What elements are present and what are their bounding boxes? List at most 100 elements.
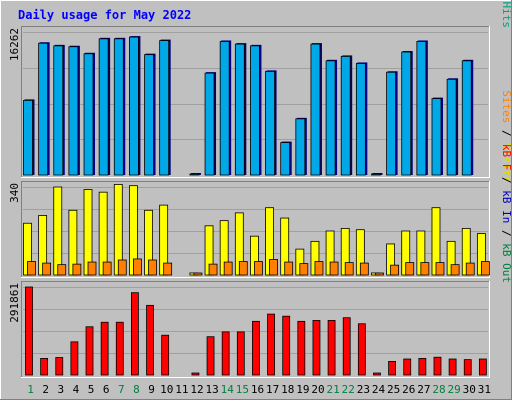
day-label: 30 [463,383,476,396]
day-label: 9 [148,383,155,396]
day-label: 5 [88,383,95,396]
hits-bar [234,43,245,176]
sites-bar [420,262,430,276]
kbytes-bar [297,320,306,376]
sites-bar [314,261,324,276]
kbytes-bar [463,359,472,376]
hits-panel: 16262 Pages / Files / Hits [8,0,512,178]
sites-bar [344,262,354,276]
hits-bar [23,99,33,176]
hits-bar [38,42,49,176]
sites-bar [465,262,475,276]
hits-bar [189,173,200,176]
sites-bar [269,259,278,276]
day-label: 18 [281,383,294,396]
side-legend-item: / [500,170,512,190]
hits-bar [159,40,170,176]
sites-bar [329,261,339,276]
day-label: 28 [432,383,445,396]
side-legend: Pages / Files / Hits [500,0,512,28]
hits-bar [280,142,291,176]
hits-bar [250,45,260,176]
hits-bar [431,98,442,176]
kbytes-bar [221,331,230,376]
kbytes-bar [100,321,109,376]
sites-bar [163,262,173,276]
sites-bar [117,259,127,276]
sites-bar [193,272,203,276]
day-label: 27 [417,383,430,396]
sites-bar [208,263,218,276]
hits-bar [113,38,124,176]
day-label: 11 [175,383,188,396]
hits-bar [295,118,306,176]
kbytes-bar [55,357,64,376]
sites-bar [480,261,490,276]
kbytes-bar [25,286,33,376]
hits-bar [98,38,109,176]
day-label: 10 [160,383,173,396]
day-label: 6 [103,383,110,396]
day-label: 1 [27,383,34,396]
day-axis: 1 2 3 4 5 6 7 8 9 10 11 12 13 14 15 16 17 18 19 20 21 22 23 24 2… [27,383,491,396]
day-label: 7 [118,383,125,396]
day-label: 24 [372,383,386,396]
sites-bar [299,263,309,276]
kbytes-bar [191,372,200,376]
hits-bar [416,41,427,176]
hits-bar [219,41,230,176]
kbytes-panel: 291861 kB F / kB In / kB Out [8,144,512,378]
sites-bar [359,262,369,276]
kbytes-bar [448,358,457,376]
kbytes-bar [252,320,260,376]
side-legend-item: Visits [500,143,512,183]
y-max-label: 16262 [8,28,21,61]
hits-bar [446,78,457,176]
visits-panel: 340 Sites / Visits [8,90,512,278]
day-label: 15 [236,383,249,396]
day-label: 23 [357,383,370,396]
kbytes-bar [327,320,336,376]
hits-bar [53,45,64,176]
day-label: 29 [448,383,461,396]
day-label: 2 [42,383,49,396]
sites-bar [284,261,294,276]
sites-bar [390,264,399,276]
kbytes-bar [312,320,321,376]
y-max-label: 291861 [8,283,21,323]
side-legend-item: / [500,0,512,2]
day-label: 14 [221,383,235,396]
sites-bar [133,258,142,276]
hits-bar [68,46,79,176]
side-legend-item: Hits [500,2,512,29]
visits-bar [53,186,63,276]
day-label: 8 [133,383,140,396]
hits-bar [461,60,472,176]
kbytes-bar [206,336,215,376]
hits-bar [129,36,139,176]
side-legend-item: / [500,123,512,143]
day-label: 4 [73,383,80,396]
hits-bar [386,71,396,176]
kbytes-bar [373,372,381,376]
hits-bar [83,53,94,176]
sites-bar [27,261,36,276]
sites-bar [238,261,248,276]
kbytes-bar [418,358,427,376]
day-label: 26 [402,383,415,396]
sites-bar [223,261,233,276]
hits-bar [340,56,351,176]
side-legend-item: / [500,223,512,243]
kbytes-bar [146,304,154,376]
day-label: 17 [266,383,279,396]
sites-bar [72,263,82,276]
sites-bar [57,264,67,276]
kbytes-bar [342,317,351,376]
hits-bar [204,72,215,176]
hits-bar [355,63,366,176]
kbytes-bar [267,313,275,376]
day-label: 3 [58,383,65,396]
kbytes-bar [115,321,124,376]
sites-bar [87,261,97,276]
kbytes-bar [70,341,79,376]
